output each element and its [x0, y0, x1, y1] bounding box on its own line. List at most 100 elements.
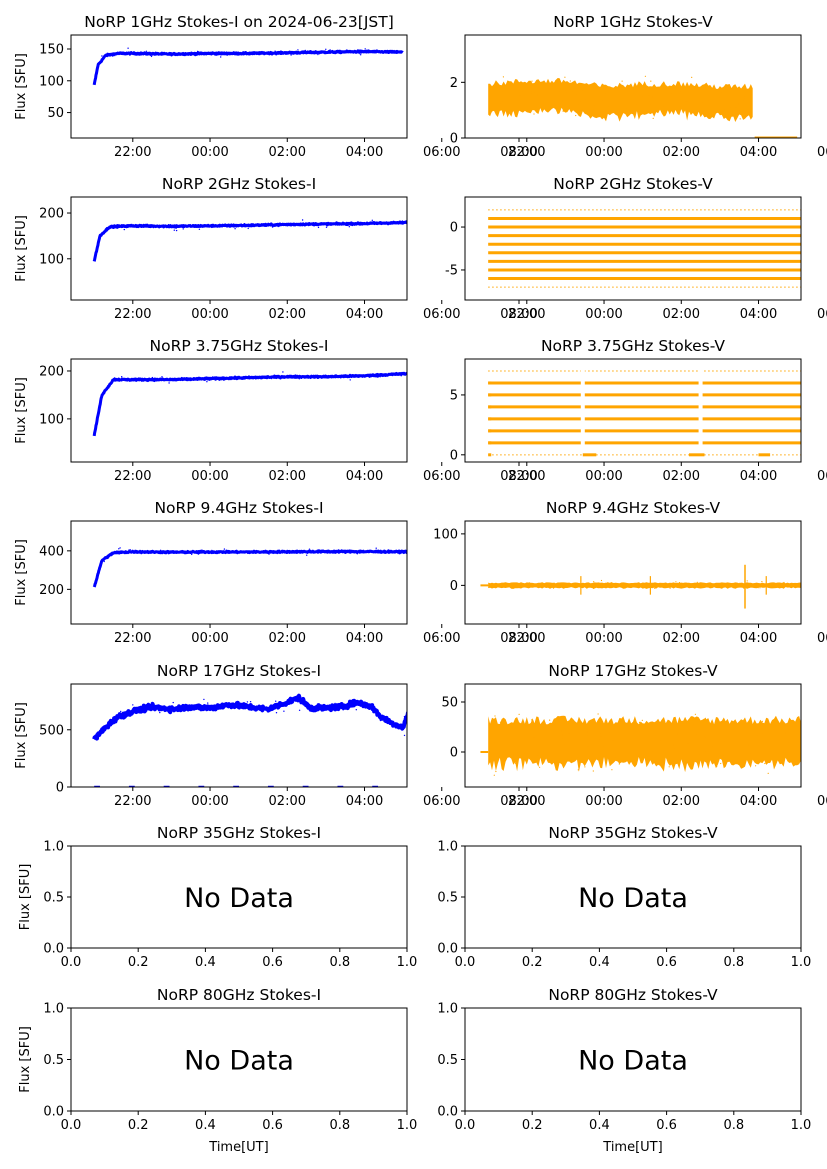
- panel-norp-1ghz-stokes-i-on-2024-06-23-jst-point: [317, 53, 319, 56]
- panel-norp-9-4ghz-stokes-i-x-tick-label: 04:00: [346, 631, 383, 646]
- panel-norp-9-4ghz-stokes-i-point: [118, 548, 120, 550]
- panel-norp-80ghz-stokes-i-y-tick-label: 0.0: [43, 1105, 64, 1120]
- panel-norp-1ghz-stokes-v-point: [557, 107, 559, 109]
- panel-norp-1ghz-stokes-v-point: [510, 99, 512, 102]
- panel-norp-17ghz-stokes-v-point: [708, 744, 710, 746]
- panel-norp-35ghz-stokes-v-x-tick-label: 0.2: [522, 955, 543, 970]
- panel-norp-1ghz-stokes-v-point: [643, 92, 645, 94]
- panel-norp-9-4ghz-stokes-v-point: [577, 584, 580, 586]
- panel-norp-9-4ghz-stokes-v-point: [783, 581, 785, 584]
- panel-norp-1ghz-stokes-v-point: [577, 103, 580, 105]
- panel-norp-1ghz-stokes-i-on-2024-06-23-jst-point: [259, 51, 261, 53]
- panel-norp-1ghz-stokes-i-on-2024-06-23-jst-series-line: [92, 49, 404, 86]
- panel-norp-1ghz-stokes-v-point: [502, 76, 504, 78]
- panel-norp-1ghz-stokes-v-point: [677, 113, 679, 115]
- panel-norp-9-4ghz-stokes-v-point: [773, 585, 775, 587]
- panel-norp-17ghz-stokes-i-series-line: [92, 693, 407, 741]
- panel-norp-17ghz-stokes-v-axes-frame: [464, 683, 802, 788]
- panel-norp-3-75ghz-stokes-i: NoRP 3.75GHz Stokes-I 22:00 00:00 02:00 04:0…: [14, 337, 538, 484]
- panel-norp-3-75ghz-stokes-i-point: [299, 375, 302, 377]
- panel-norp-3-75ghz-stokes-i-point: [279, 377, 281, 380]
- panel-norp-35ghz-stokes-i: NoRP 35GHz Stokes-I0.0 0.2 0.4 0.6 0.8 1.00.0…: [18, 824, 417, 970]
- panel-norp-9-4ghz-stokes-v-x-tick-label: 00:00: [585, 631, 622, 646]
- panel-norp-2ghz-stokes-i-x-ticks: 22:00 00:00 02:00 04:00 06:00 08:00: [114, 300, 538, 322]
- panel-norp-17ghz-stokes-v-point: [674, 747, 676, 749]
- panel-norp-1ghz-stokes-v-point: [653, 85, 655, 88]
- panel-norp-17ghz-stokes-v-point: [696, 734, 698, 736]
- panel-norp-1ghz-stokes-v-point: [604, 92, 606, 94]
- panel-norp-17ghz-stokes-v-data: [480, 713, 801, 776]
- panel-norp-3-75ghz-stokes-i-point: [400, 375, 402, 377]
- panel-norp-17ghz-stokes-v-point: [539, 766, 541, 768]
- panel-norp-2ghz-stokes-i-point: [271, 226, 274, 228]
- panel-norp-9-4ghz-stokes-i-point: [268, 553, 270, 555]
- panel-norp-1ghz-stokes-v-point: [663, 106, 665, 108]
- panel-norp-2ghz-stokes-i-point: [135, 224, 137, 226]
- panel-norp-1ghz-stokes-v-point: [613, 110, 615, 112]
- panel-norp-1ghz-stokes-i-on-2024-06-23-jst-point: [291, 51, 293, 53]
- panel-norp-17ghz-stokes-v-point: [563, 744, 565, 747]
- panel-norp-9-4ghz-stokes-v-point: [562, 586, 564, 589]
- panel-norp-1ghz-stokes-v-x-tick-label: 02:00: [663, 145, 700, 160]
- panel-norp-17ghz-stokes-v-point: [523, 752, 526, 754]
- panel-norp-17ghz-stokes-i-point: [207, 702, 209, 704]
- panel-norp-17ghz-stokes-v-point: [494, 715, 496, 717]
- panel-norp-1ghz-stokes-v: NoRP 1GHz Stokes-V 22:00 00:00 02:00 04:00 06…: [450, 13, 827, 160]
- panel-norp-1ghz-stokes-v-point: [691, 76, 693, 78]
- panel-norp-1ghz-stokes-v-point: [743, 96, 746, 99]
- panel-norp-2ghz-stokes-i-point: [101, 231, 104, 234]
- panel-norp-1ghz-stokes-v-point: [652, 117, 654, 119]
- panel-norp-9-4ghz-stokes-v-point: [521, 584, 524, 586]
- panel-norp-17ghz-stokes-v-point: [537, 754, 539, 757]
- panel-norp-80ghz-stokes-v-x-tick-label: 0.8: [723, 1118, 744, 1133]
- panel-norp-1ghz-stokes-v-point: [601, 100, 603, 102]
- panel-norp-9-4ghz-stokes-i-scatter-points: [95, 547, 387, 580]
- panel-norp-3-75ghz-stokes-i-point: [94, 427, 96, 429]
- panel-norp-1ghz-stokes-v-point: [719, 97, 721, 99]
- panel-norp-9-4ghz-stokes-i-point: [337, 550, 340, 553]
- panel-norp-17ghz-stokes-v-point: [756, 734, 759, 736]
- panel-norp-17ghz-stokes-i-point: [250, 709, 253, 711]
- panel-norp-9-4ghz-stokes-v-point: [520, 584, 522, 587]
- panel-norp-17ghz-stokes-v-point: [748, 726, 750, 728]
- panel-norp-9-4ghz-stokes-i-point: [191, 553, 193, 556]
- panel-norp-9-4ghz-stokes-i-point: [128, 549, 130, 551]
- panel-norp-1ghz-stokes-i-on-2024-06-23-jst-point: [301, 50, 304, 53]
- panel-norp-9-4ghz-stokes-i-point: [234, 551, 236, 553]
- panel-norp-17ghz-stokes-v-point: [549, 719, 551, 721]
- panel-norp-9-4ghz-stokes-i-y-label: Flux [SFU]: [14, 539, 29, 606]
- panel-norp-17ghz-stokes-i-point: [392, 724, 394, 726]
- panel-norp-2ghz-stokes-i-point: [384, 222, 387, 224]
- panel-norp-1ghz-stokes-i-on-2024-06-23-jst-point: [367, 51, 369, 53]
- panel-norp-2ghz-stokes-i-point: [146, 223, 149, 225]
- panel-norp-9-4ghz-stokes-v-point: [587, 585, 589, 587]
- panel-norp-2ghz-stokes-v-title: NoRP 2GHz Stokes-V: [553, 175, 713, 193]
- panel-norp-9-4ghz-stokes-v-point: [775, 583, 777, 585]
- panel-norp-17ghz-stokes-v-point: [666, 731, 668, 733]
- panel-norp-3-75ghz-stokes-i-point: [251, 376, 253, 378]
- panel-norp-9-4ghz-stokes-i-point: [159, 549, 162, 551]
- panel-norp-80ghz-stokes-i-no-data-message: No Data: [184, 1046, 294, 1077]
- panel-norp-17ghz-stokes-v-point: [517, 754, 519, 757]
- panel-norp-35ghz-stokes-v-x-ticks: 0.0 0.2 0.4 0.6 0.8 1.0: [455, 948, 811, 970]
- panel-norp-9-4ghz-stokes-i-point: [211, 549, 213, 552]
- panel-norp-1ghz-stokes-v-point: [650, 80, 652, 82]
- panel-norp-9-4ghz-stokes-v-point: [491, 585, 493, 587]
- panel-norp-17ghz-stokes-v-point: [499, 754, 501, 756]
- panel-norp-17ghz-stokes-v-point: [614, 756, 617, 758]
- panel-norp-9-4ghz-stokes-v-point: [509, 583, 511, 585]
- panel-norp-17ghz-stokes-v-point: [603, 747, 606, 749]
- panel-norp-17ghz-stokes-v-point: [580, 739, 582, 741]
- panel-norp-1ghz-stokes-v-point: [648, 94, 650, 97]
- panel-norp-17ghz-stokes-v-point: [772, 755, 774, 757]
- panel-norp-1ghz-stokes-v-point: [550, 108, 552, 110]
- panel-norp-2ghz-stokes-i-title: NoRP 2GHz Stokes-I: [162, 175, 316, 193]
- panel-norp-1ghz-stokes-i-on-2024-06-23-jst-x-ticks: 22:00 00:00 02:00 04:00 06:00 08:00: [114, 138, 538, 160]
- panel-norp-1ghz-stokes-i-on-2024-06-23-jst-point: [359, 53, 361, 55]
- panel-norp-2ghz-stokes-i-scatter-points: [101, 219, 407, 234]
- panel-norp-3-75ghz-stokes-i-point: [282, 371, 284, 373]
- panel-norp-9-4ghz-stokes-i-data: [92, 547, 407, 588]
- panel-norp-1ghz-stokes-v-x-tick-label: 00:00: [585, 145, 622, 160]
- panel-norp-1ghz-stokes-i-on-2024-06-23-jst-point: [224, 53, 227, 56]
- panel-norp-9-4ghz-stokes-v-point: [703, 584, 705, 586]
